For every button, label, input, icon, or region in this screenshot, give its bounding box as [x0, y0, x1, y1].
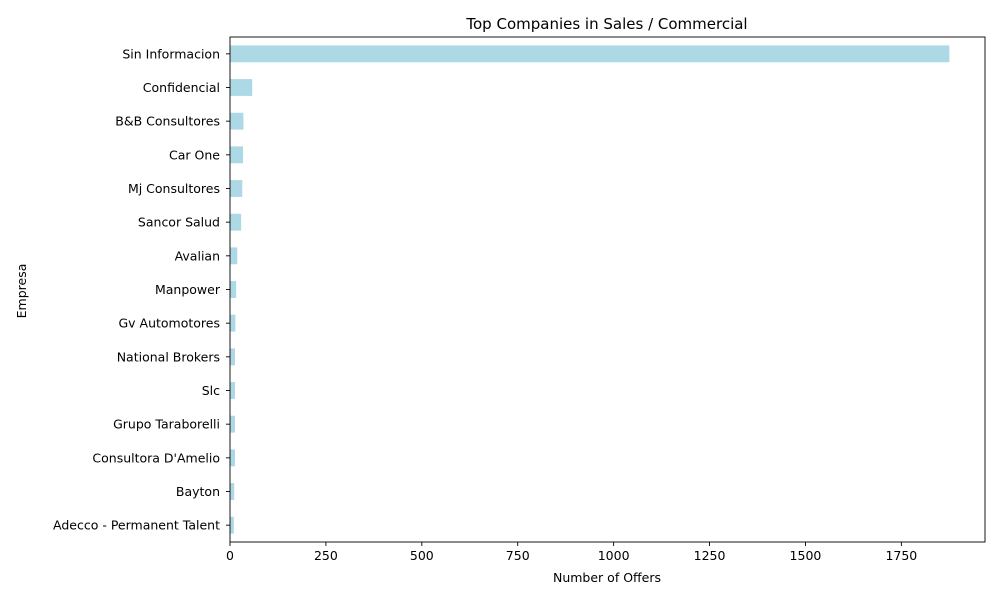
bars: [230, 45, 950, 534]
y-tick-label: Bayton: [176, 484, 220, 499]
y-tick-label: Sin Informacion: [122, 46, 220, 61]
plot-frame: [229, 36, 986, 543]
bar: [230, 213, 242, 231]
y-tick-label: Sancor Salud: [138, 215, 220, 230]
y-tick-label: Gv Automotores: [118, 316, 220, 331]
chart-title: Top Companies in Sales / Commercial: [465, 15, 747, 33]
y-tick-label: Avalian: [175, 248, 220, 263]
bar: [230, 516, 234, 534]
y-axis-ticks: Sin Informacion Confidencial B&B Consultor…: [53, 46, 230, 533]
bar: [230, 79, 253, 96]
x-axis-ticks: 0 250 500 750 1000 1250 1500 1750: [226, 542, 917, 563]
x-tick-label: 250: [314, 548, 338, 563]
bar: [230, 314, 236, 332]
bar: [230, 348, 235, 366]
y-tick-label: Slc: [202, 383, 220, 398]
bar: [230, 45, 950, 63]
bar: [230, 146, 244, 164]
y-tick-label: Mj Consultores: [128, 181, 220, 196]
bar: [230, 281, 237, 298]
x-tick-label: 1250: [694, 548, 726, 563]
y-axis-label: Empresa: [14, 264, 29, 319]
x-tick-label: 1000: [598, 548, 630, 563]
y-tick-label: B&B Consultores: [115, 114, 220, 129]
y-tick-label: Grupo Taraborelli: [113, 417, 220, 432]
bar: [230, 415, 235, 433]
x-tick-label: 1500: [790, 548, 822, 563]
bar: [230, 112, 244, 130]
x-axis-label: Number of Offers: [553, 570, 661, 585]
x-tick-label: 750: [506, 548, 530, 563]
x-tick-label: 0: [226, 548, 234, 563]
y-tick-label: National Brokers: [117, 349, 220, 364]
bar: [230, 483, 235, 500]
bar: [230, 180, 243, 197]
x-tick-label: 1750: [885, 548, 917, 563]
y-tick-label: Car One: [169, 147, 220, 162]
bar: [230, 449, 235, 467]
y-tick-label: Manpower: [155, 282, 221, 297]
y-tick-label: Adecco - Permanent Talent: [53, 518, 220, 533]
y-tick-label: Consultora D'Amelio: [92, 450, 220, 465]
x-tick-label: 500: [410, 548, 434, 563]
bar: [230, 247, 238, 265]
bar: [230, 382, 235, 399]
y-tick-label: Confidencial: [143, 80, 220, 95]
